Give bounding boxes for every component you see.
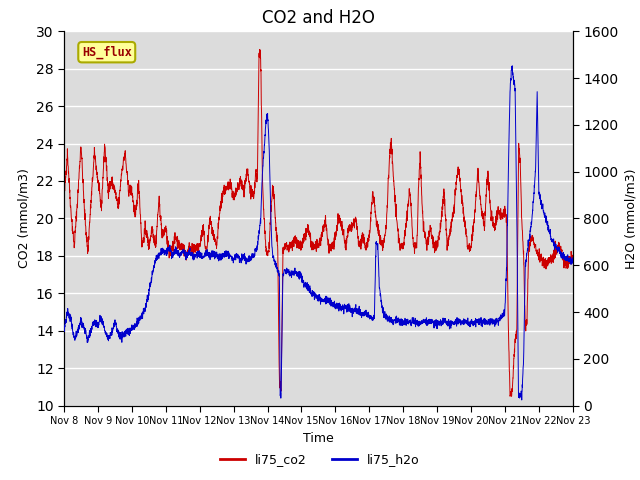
Y-axis label: CO2 (mmol/m3): CO2 (mmol/m3)	[17, 168, 30, 268]
Text: HS_flux: HS_flux	[82, 46, 132, 59]
Y-axis label: H2O (mmol/m3): H2O (mmol/m3)	[624, 168, 637, 269]
X-axis label: Time: Time	[303, 432, 334, 444]
Title: CO2 and H2O: CO2 and H2O	[262, 9, 375, 27]
Legend: li75_co2, li75_h2o: li75_co2, li75_h2o	[215, 448, 425, 471]
